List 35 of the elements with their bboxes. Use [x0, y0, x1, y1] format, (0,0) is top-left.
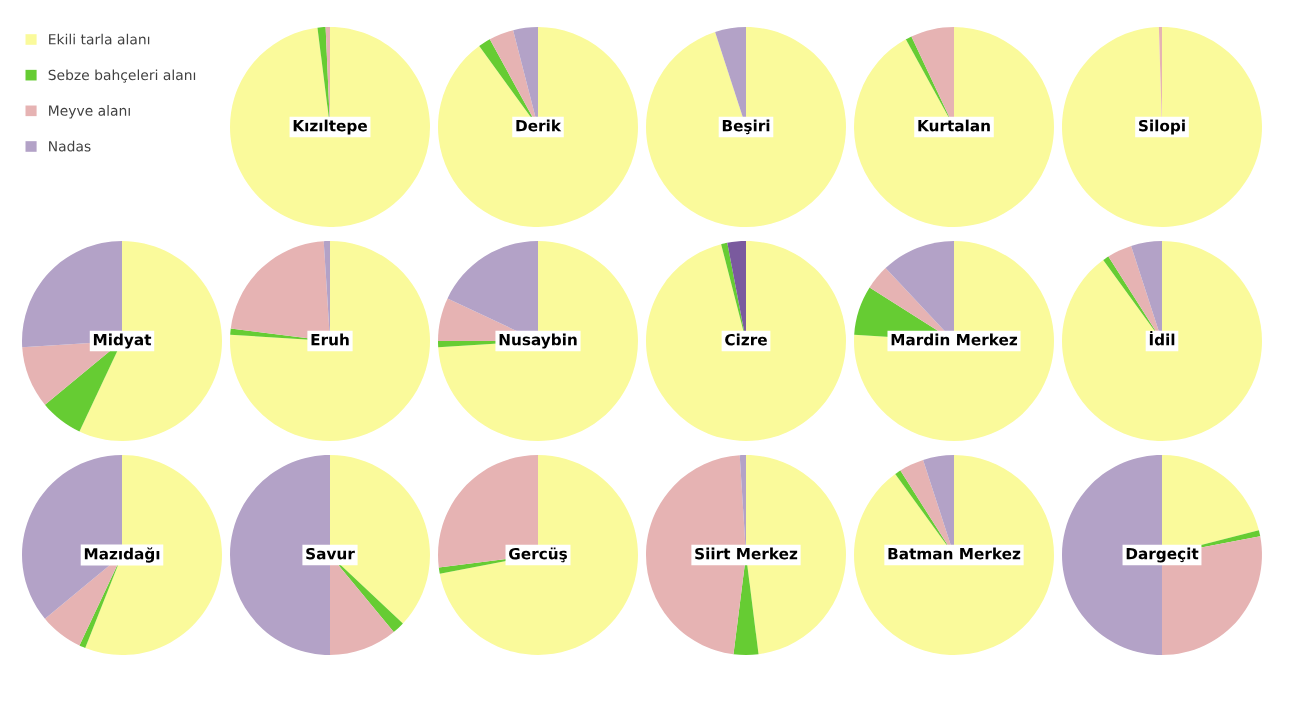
- pie-slice: [646, 241, 846, 441]
- pie-slice: [85, 455, 222, 655]
- pie-slice: [79, 241, 222, 441]
- text: Batman Merkez: [888, 547, 1021, 560]
- pie-slice: [854, 241, 1054, 441]
- pie-slice: [1062, 27, 1262, 227]
- text: Midyat: [93, 333, 152, 349]
- legend-label: Nadas: [49, 140, 91, 152]
- text: Silopi: [1139, 119, 1185, 135]
- text: Dargeçit: [1126, 547, 1199, 563]
- pie-slice: [646, 27, 846, 227]
- pie-slice: [230, 27, 430, 227]
- text: Kızıltepe: [293, 119, 367, 135]
- text: Beşiri: [722, 119, 770, 135]
- text: Gercüş: [509, 547, 568, 563]
- text: Nusaybin: [499, 333, 577, 349]
- text: Eruh: [311, 333, 349, 346]
- legend-label: Sebze bahçeleri alanı: [48, 69, 196, 83]
- pie-slice: [854, 455, 1054, 655]
- legend-label: Ekili tarla alanı: [49, 33, 150, 45]
- pie-slice: [230, 241, 430, 441]
- pie-slice: [1062, 241, 1262, 441]
- text: Mardin Merkez: [891, 333, 1018, 346]
- pie-slice: [438, 241, 638, 441]
- legend-label: Meyve alanı: [49, 105, 130, 119]
- text: Mazıdağı: [84, 547, 160, 563]
- text: Cizre: [725, 333, 767, 346]
- text: Derik: [516, 119, 562, 132]
- text: Kurtalan: [918, 119, 990, 132]
- pie-slice: [438, 27, 638, 227]
- pie-slice: [854, 27, 1054, 227]
- text: İdil: [1149, 331, 1175, 346]
- text: Siirt Merkez: [695, 547, 798, 560]
- pie-slice: [439, 455, 638, 655]
- text: Savur: [306, 547, 355, 560]
